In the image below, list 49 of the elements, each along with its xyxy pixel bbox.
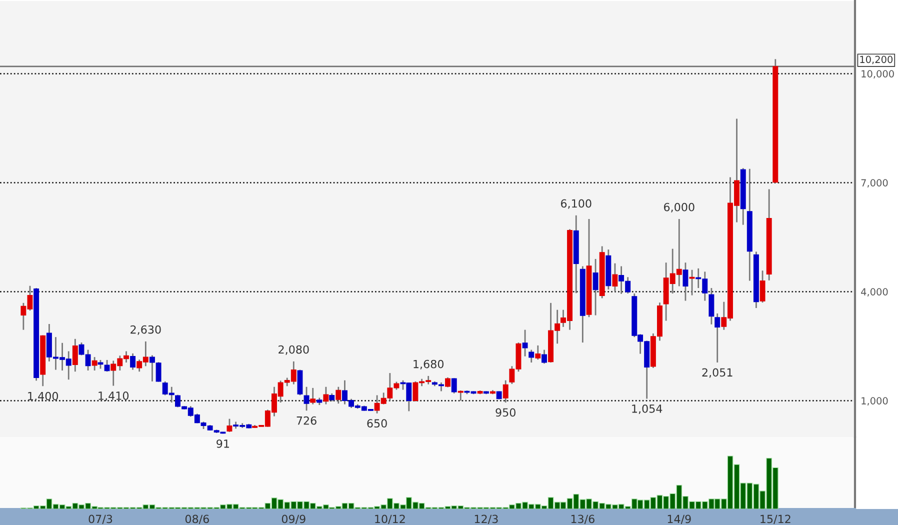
candlestick [592,258,598,316]
candlestick [708,287,714,326]
annotation: 6,100 [560,199,592,209]
candlestick [310,387,316,405]
candlestick [542,349,547,364]
candlestick [104,359,110,372]
annotation: 2,051 [702,368,732,378]
candlestick [714,312,720,364]
candlestick [297,369,303,396]
annotation: 6,000 [664,202,694,212]
annotation: 91 [216,439,229,448]
annotation: 1,680 [414,360,444,370]
candlestick [451,377,457,394]
x-tick-label: 14/9 [668,514,691,524]
annotation: 2,080 [278,345,309,355]
annotation: 950 [496,408,516,417]
candlestick [72,338,78,372]
candlestick [682,262,688,302]
x-tick-label: 08/6 [185,514,209,524]
candlestick [612,262,618,292]
candlestick [535,344,541,360]
candlestick [92,356,98,372]
candlestick [304,386,310,412]
candlestick [760,270,766,304]
y-tick-label: 4,000 [861,288,888,296]
x-tick-label: 09/9 [282,514,306,524]
annotation: 726 [296,416,316,425]
candlestick [226,418,232,433]
candlestick [522,329,528,358]
x-tick-label: 07/3 [88,514,112,524]
annotation: 2,630 [130,325,161,335]
ref-line-label: 10,200 [860,56,893,64]
y-tick-label: 10,000 [862,70,894,78]
candlestick [323,386,329,405]
x-tick-label: 15/12 [760,514,790,524]
candlestick [502,380,508,404]
candlestick [689,269,695,296]
x-tick-label: 12/3 [474,514,498,524]
annotation: 1,054 [632,404,662,414]
candlestick [130,352,136,370]
candlestick [336,386,342,404]
x-tick-label: 10/12 [375,514,405,524]
y-tick-label: 1,000 [862,397,888,406]
x-tick-label: 13/6 [571,514,594,524]
annotation: 650 [367,419,387,428]
annotation: 1,410 [98,392,129,402]
candlestick [528,349,534,364]
y-tick-label: 7,000 [861,179,888,188]
annotation: 1,400 [28,392,58,402]
